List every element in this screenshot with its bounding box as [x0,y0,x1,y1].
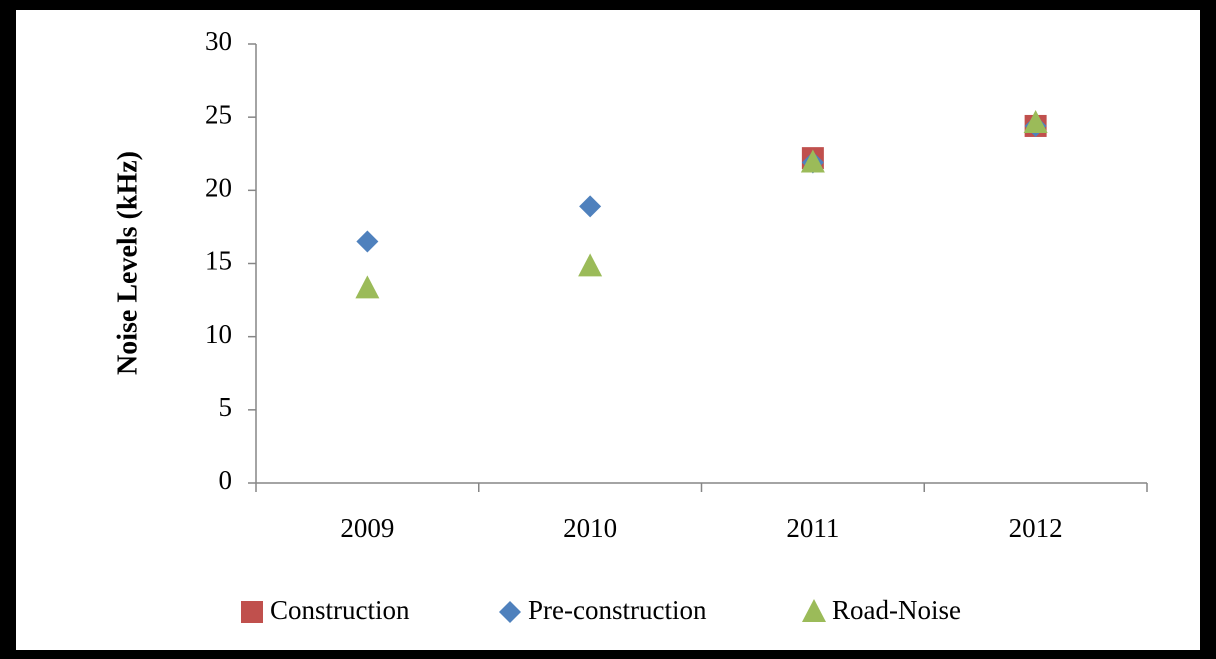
x-tick-label: 2012 [1009,513,1063,543]
y-tick-label: 10 [205,319,232,349]
y-axis-title: Noise Levels (kHz) [112,151,143,375]
data-point [579,195,602,218]
y-tick-label: 30 [205,26,232,56]
y-tick-label: 15 [205,246,232,276]
data-point [1023,110,1048,134]
x-tick-label: 2009 [340,513,394,543]
y-tick-label: 25 [205,99,232,129]
legend-marker [802,599,826,622]
legend-label: Road-Noise [832,595,961,625]
legend-marker [499,601,521,623]
y-tick-label: 5 [219,392,233,422]
y-tick-label: 20 [205,173,232,203]
data-point [356,230,379,253]
data-point [800,149,825,173]
legend-label: Construction [270,595,410,625]
x-tick-label: 2011 [786,513,839,543]
y-tick-label: 0 [219,465,233,495]
legend-marker [241,601,263,623]
legend-label: Pre-construction [528,595,707,625]
x-tick-label: 2010 [563,513,617,543]
data-point [578,253,603,277]
data-point [355,275,380,299]
chart-area [16,10,1200,650]
